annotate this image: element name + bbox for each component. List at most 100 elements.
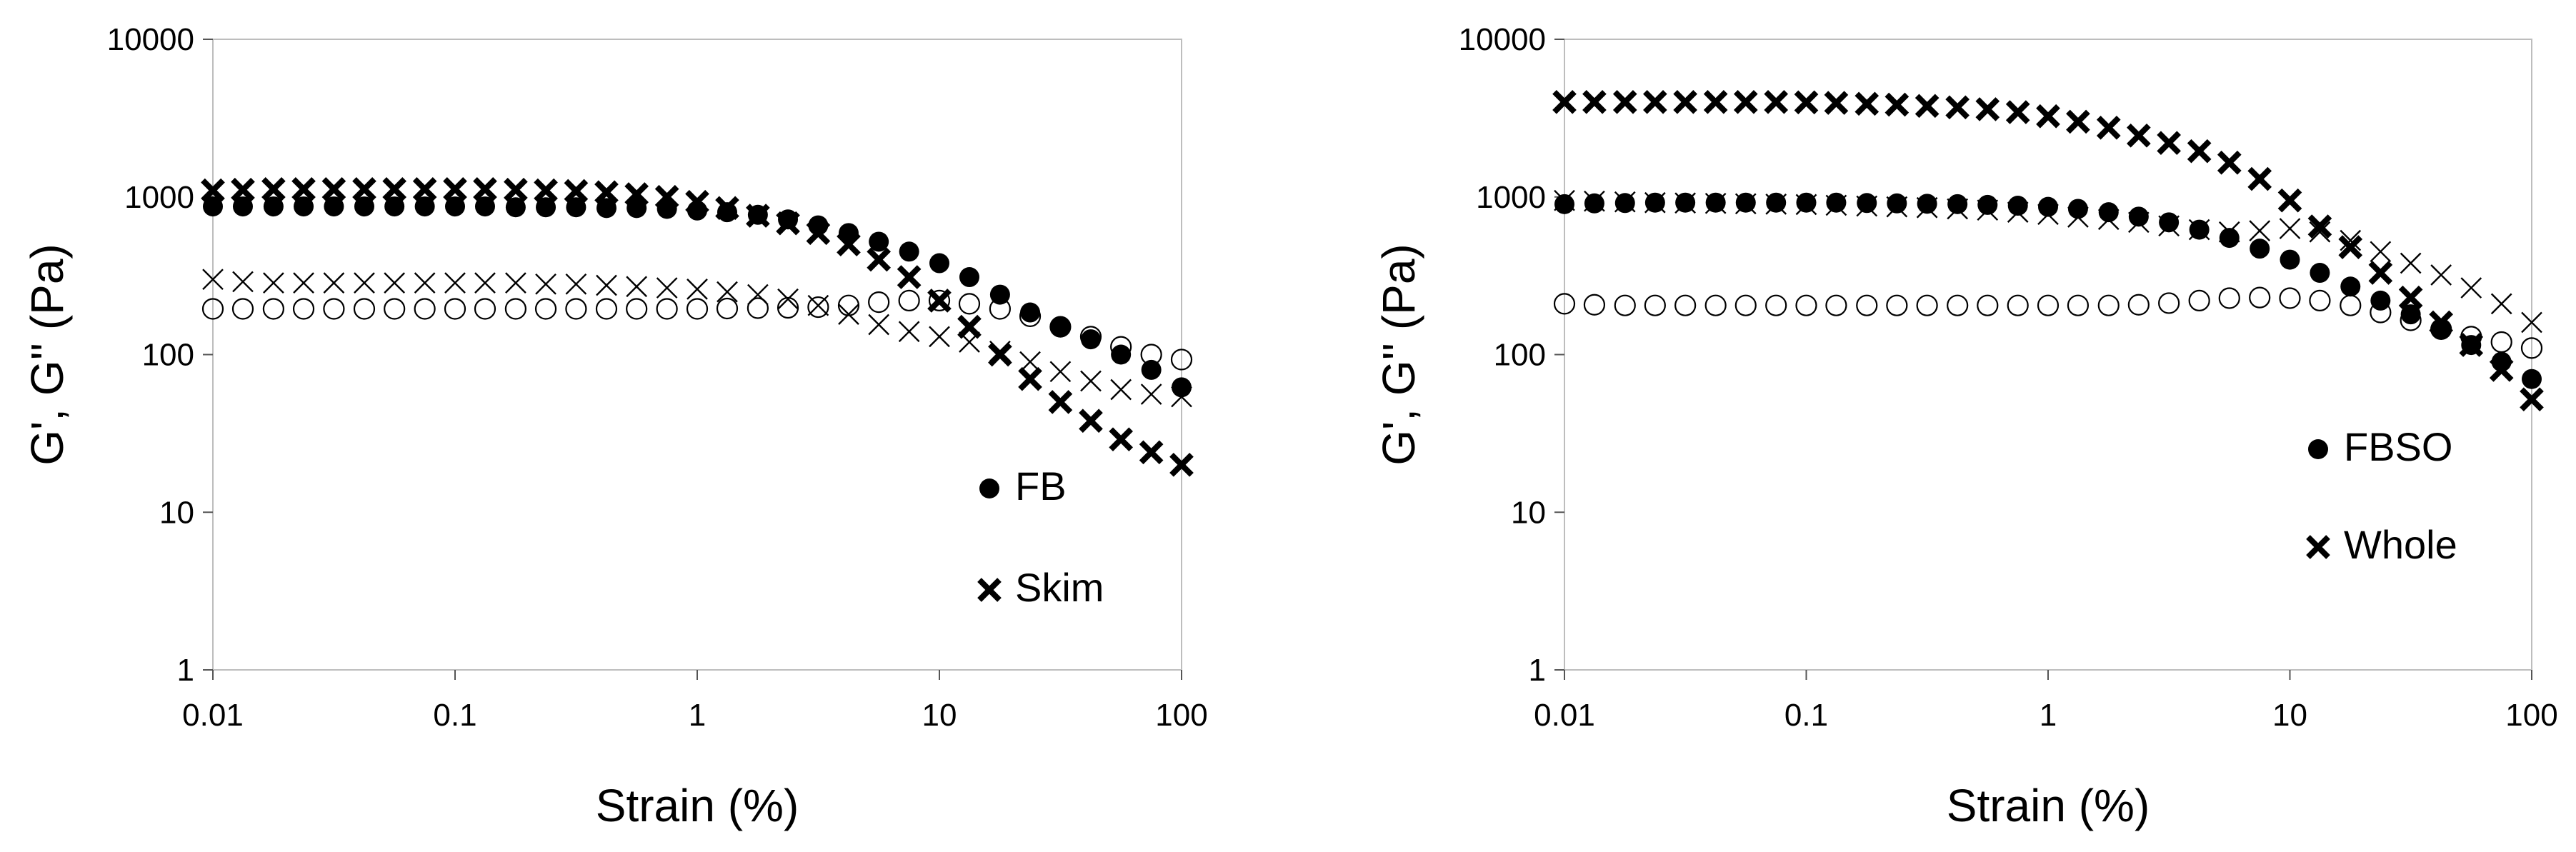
- data-point: [1552, 90, 1577, 114]
- data-point: [1857, 193, 1877, 214]
- data-point: [1947, 294, 1969, 316]
- data-point: [201, 178, 225, 203]
- data-point: [1824, 91, 1849, 115]
- data-point: [2459, 333, 2484, 357]
- data-point: [897, 265, 922, 289]
- data-point: [777, 288, 799, 310]
- data-point: [1733, 90, 1758, 114]
- data-point: [2158, 292, 2180, 314]
- data-point: [2340, 229, 2362, 251]
- data-point: [898, 321, 920, 343]
- data-point: [989, 284, 1010, 305]
- data-point: [414, 272, 436, 294]
- data-point: [2218, 287, 2240, 309]
- data-point: [1110, 379, 1132, 401]
- data-point: [776, 211, 800, 236]
- data-point: [1554, 194, 1574, 214]
- data-point: [1172, 377, 1192, 398]
- data-point: [1794, 90, 1819, 115]
- data-point: [2007, 294, 2029, 316]
- data-point: [838, 304, 859, 325]
- chart-panel-1: 1 10 100 1000 10000 0.01 0.1 1 10 100 Strain (%) G'…: [21, 22, 1208, 831]
- series-whole-storage-modulus: [1552, 90, 2544, 412]
- data-point: [473, 177, 497, 201]
- legend: FBSO Whole: [2306, 424, 2457, 567]
- y-tick-label: 10000: [107, 22, 194, 57]
- data-point: [1583, 294, 1606, 316]
- data-point: [534, 178, 558, 203]
- data-point: [2430, 264, 2452, 286]
- data-point: [2280, 249, 2300, 270]
- data-point: [291, 177, 316, 201]
- data-point: [2340, 276, 2361, 297]
- data-point: [2098, 202, 2119, 223]
- data-point: [1705, 192, 1726, 213]
- data-point: [384, 272, 406, 294]
- data-point: [958, 293, 981, 315]
- data-point: [596, 198, 616, 219]
- legend-label: FBSO: [2344, 424, 2452, 469]
- data-point: [2522, 369, 2542, 389]
- series-skim-storage-modulus: [201, 177, 1194, 477]
- data-point: [292, 298, 315, 320]
- data-point: [2520, 387, 2544, 412]
- data-point: [957, 314, 982, 339]
- data-point: [715, 196, 739, 221]
- x-tick-label: 0.01: [1534, 698, 1595, 733]
- data-point: [384, 298, 406, 320]
- data-point: [2429, 310, 2453, 335]
- data-point: [1644, 294, 1666, 316]
- data-point: [807, 294, 829, 316]
- data-point: [654, 184, 679, 209]
- data-point: [868, 314, 890, 336]
- data-point: [2398, 285, 2423, 310]
- data-point: [1765, 294, 1787, 316]
- data-point: [2279, 218, 2301, 239]
- data-point: [2307, 214, 2332, 239]
- data-point: [504, 298, 526, 320]
- data-point: [1050, 316, 1071, 337]
- data-point: [564, 179, 589, 204]
- data-point: [717, 281, 738, 303]
- data-point: [837, 232, 861, 257]
- data-point: [1945, 95, 1970, 120]
- data-point: [2097, 294, 2120, 316]
- data-point: [2340, 294, 2362, 316]
- data-point: [2309, 289, 2331, 312]
- data-point: [294, 196, 314, 217]
- data-point: [535, 273, 556, 295]
- data-point: [1916, 294, 1938, 316]
- data-point: [505, 197, 526, 218]
- series-fbso-storage-modulus: [1554, 192, 2542, 389]
- data-point: [566, 197, 586, 218]
- x-tick-label: 0.1: [1784, 698, 1828, 733]
- data-point: [2309, 221, 2331, 243]
- data-point: [928, 289, 951, 312]
- data-point: [1764, 90, 1789, 114]
- data-point: [2400, 252, 2422, 274]
- data-point: [1049, 361, 1072, 383]
- data-point: [261, 177, 286, 201]
- data-point: [232, 196, 253, 217]
- data-point: [687, 279, 708, 300]
- data-point: [807, 296, 829, 319]
- data-point: [201, 298, 224, 320]
- data-point: [929, 326, 950, 348]
- data-point: [1977, 194, 1998, 215]
- series-skim-loss-modulus: [202, 269, 1192, 408]
- data-point: [352, 177, 376, 201]
- data-point: [263, 272, 284, 294]
- legend-label: FB: [1015, 463, 1067, 508]
- data-point: [321, 177, 346, 201]
- data-point: [2007, 196, 2028, 216]
- data-point: [1795, 294, 1817, 316]
- data-point: [1020, 302, 1041, 323]
- data-point: [202, 269, 224, 291]
- data-point: [595, 298, 618, 320]
- data-point: [1140, 384, 1162, 405]
- data-point: [746, 204, 770, 228]
- data-point: [1887, 193, 1907, 214]
- y-tick-label: 1: [177, 653, 194, 688]
- x-tick-label: 1: [689, 698, 706, 733]
